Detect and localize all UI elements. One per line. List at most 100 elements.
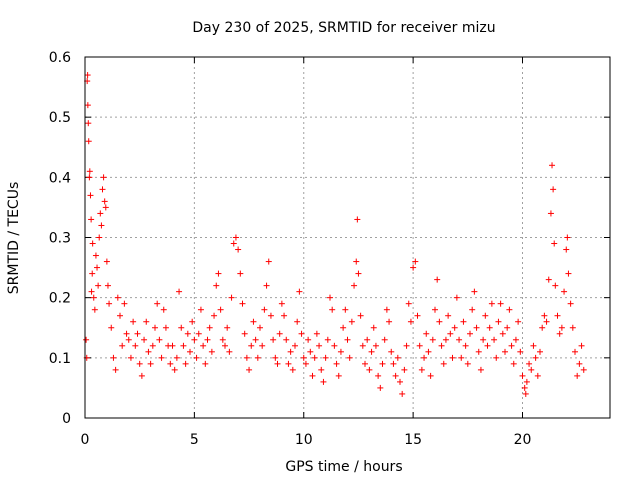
data-point [425,348,432,355]
data-point [558,324,565,331]
data-point [340,324,347,331]
data-point [401,366,408,373]
data-point [261,306,268,313]
data-point [357,312,364,319]
y-axis-label: SRMTID / TECUs [6,182,22,295]
data-point [495,318,502,325]
data-point [106,300,113,307]
data-point [160,306,167,313]
data-point [580,366,587,373]
data-point [270,336,277,343]
data-point [134,330,141,337]
data-point [136,360,143,367]
data-point [440,360,447,367]
data-point [114,294,121,301]
data-point [567,300,574,307]
data-point [569,324,576,331]
plot-frame [84,56,611,419]
data-point [287,348,294,355]
data-point [364,336,371,343]
data-point [354,216,361,223]
data-point [429,336,436,343]
data-point [213,282,220,289]
data-point [278,300,285,307]
data-point [543,318,550,325]
data-point [467,330,473,337]
data-point [442,336,449,343]
y-tick-label: 0.2 [49,291,71,307]
data-point [104,282,111,289]
data-point [473,324,480,331]
data-point [173,354,180,361]
data-point [302,360,309,367]
data-point [298,330,305,337]
data-point [530,342,537,349]
data-point [502,348,508,355]
data-point [90,294,97,301]
data-point [475,348,482,355]
data-point [121,300,128,307]
data-point [228,294,235,301]
data-point [246,366,253,373]
data-point [377,384,384,391]
data-point [89,270,96,277]
data-point [86,168,93,175]
x-tick-label: 15 [404,432,422,448]
data-point [187,348,193,355]
data-point [324,336,331,343]
data-point [532,354,539,361]
data-point [138,372,145,379]
data-point [252,336,259,343]
data-point [344,336,351,343]
data-point [195,330,202,337]
data-point [554,312,561,319]
data-point [519,372,526,379]
y-tick-labels: 0 0.1 0.2 0.3 0.4 0.5 0.6 [49,50,71,427]
data-point [565,270,572,277]
data-point [421,354,428,361]
data-point [521,384,528,391]
data-point [276,330,283,337]
data-point [346,354,353,361]
data-point [342,306,349,313]
data-point [112,366,119,373]
data-point [167,360,174,367]
data-point [423,330,430,337]
data-point [97,210,104,217]
data-point [351,282,358,289]
chart-title: Day 230 of 2025, SRMTID for receiver miz… [192,20,495,36]
data-point [318,366,325,373]
data-point [436,318,443,325]
data-point [222,342,228,349]
y-tick-label: 0 [62,411,71,427]
data-point [250,318,257,325]
data-point [85,120,92,127]
data-point [156,336,163,343]
data-point [294,318,301,325]
data-point [230,240,237,247]
y-tick-label: 0.1 [49,351,71,367]
data-point [300,354,307,361]
data-point [272,354,279,361]
data-point [390,360,397,367]
data-point [117,312,123,319]
data-point [254,354,261,361]
data-point [458,354,465,361]
data-point [206,324,213,331]
data-point [381,336,388,343]
data-point [123,330,130,337]
data-point [488,300,495,307]
data-point [379,360,386,367]
data-point [101,198,108,205]
data-point [576,360,583,367]
data-point [95,282,102,289]
data-point [147,360,154,367]
data-point [92,252,99,259]
data-point [184,330,191,337]
data-points [83,72,587,397]
data-point [348,318,355,325]
data-point [460,318,467,325]
data-point [289,366,296,373]
data-point [416,342,423,349]
data-point [197,306,204,313]
